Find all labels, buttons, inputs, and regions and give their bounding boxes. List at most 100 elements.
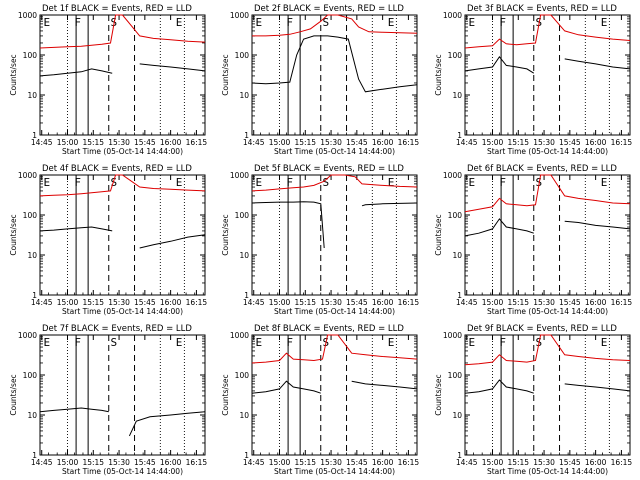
y-tick-label: 100 <box>448 371 463 380</box>
x-tick-label: 16:00 <box>372 298 394 307</box>
series-lld-line <box>251 174 418 192</box>
chart-title: Det 1f BLACK = Events, RED = LLD <box>42 4 192 14</box>
detector-panel-7: Det 7f BLACK = Events, RED = LLD 1 10 100 10… <box>9 324 207 476</box>
segment-marker: E <box>601 176 608 189</box>
x-tick-label: 15:30 <box>320 298 342 307</box>
segment-marker: E <box>468 16 475 29</box>
x-tick-label: 15:15 <box>294 138 316 147</box>
series-lld-line <box>464 14 631 49</box>
x-tick-label: 16:15 <box>611 138 633 147</box>
y-tick-label: 10 <box>452 251 462 260</box>
x-axis-label: Start Time (05-Oct-14 14:44:00) <box>62 467 183 476</box>
segment-marker: E <box>468 336 475 349</box>
chart-title: Det 6f BLACK = Events, RED = LLD <box>467 164 617 174</box>
y-axis-label: Counts/sec <box>434 374 443 415</box>
x-axis-label: Start Time (05-Oct-14 14:44:00) <box>487 467 608 476</box>
x-tick-label: 16:15 <box>611 298 633 307</box>
series-events-line <box>251 201 418 249</box>
y-tick-label: 1000 <box>230 171 249 180</box>
y-axis-label: Counts/sec <box>434 214 443 255</box>
series-lld-line <box>464 334 631 366</box>
y-tick-label: 1 <box>244 131 249 140</box>
series-lld-line <box>39 14 206 49</box>
y-tick-label: 100 <box>23 51 38 60</box>
segment-marker: F <box>74 176 81 189</box>
segment-marker: F <box>499 176 506 189</box>
y-tick-label: 1000 <box>443 171 462 180</box>
x-tick-label: 14:45 <box>31 298 53 307</box>
segment-marker: E <box>388 16 395 29</box>
y-tick-label: 100 <box>23 371 38 380</box>
y-tick-label: 10 <box>239 91 249 100</box>
x-tick-label: 16:15 <box>186 298 208 307</box>
segment-marker: E <box>255 16 262 29</box>
x-tick-label: 14:45 <box>243 298 265 307</box>
x-tick-label: 16:00 <box>160 298 182 307</box>
x-tick-label: 15:45 <box>134 298 156 307</box>
x-tick-label: 16:00 <box>585 298 607 307</box>
detector-panel-3: Det 3f BLACK = Events, RED = LLD 1 10 100 10… <box>434 4 632 156</box>
detector-panel-8: Det 8f BLACK = Events, RED = LLD 1 10 100 10… <box>221 324 419 476</box>
segment-marker: E <box>601 336 608 349</box>
detector-panel-2: Det 2f BLACK = Events, RED = LLD 1 10 100 10… <box>221 4 419 156</box>
x-tick-label: 15:15 <box>82 458 104 467</box>
x-tick-label: 14:45 <box>31 138 53 147</box>
detector-panel-1: Det 1f BLACK = Events, RED = LLD 1 10 100 10… <box>9 4 207 156</box>
x-tick-label: 15:00 <box>269 458 291 467</box>
x-axis-label: Start Time (05-Oct-14 14:44:00) <box>274 147 395 156</box>
segment-marker: E <box>43 16 50 29</box>
x-tick-label: 16:00 <box>160 138 182 147</box>
y-tick-label: 1000 <box>18 11 37 20</box>
x-tick-label: 16:15 <box>186 138 208 147</box>
x-tick-label: 15:15 <box>507 298 529 307</box>
x-tick-label: 15:45 <box>559 458 581 467</box>
x-tick-label: 15:45 <box>346 298 368 307</box>
series-lld-line <box>464 174 631 213</box>
plot-frame <box>39 174 206 296</box>
segment-marker: S <box>322 16 329 29</box>
segment-marker: S <box>322 176 329 189</box>
segment-marker: E <box>43 176 50 189</box>
x-tick-label: 15:00 <box>269 138 291 147</box>
series-events-line <box>251 35 418 93</box>
y-tick-label: 10 <box>452 411 462 420</box>
x-tick-label: 15:30 <box>533 298 555 307</box>
x-tick-label: 14:45 <box>31 458 53 467</box>
x-tick-label: 14:45 <box>456 298 478 307</box>
x-tick-label: 15:00 <box>57 458 79 467</box>
chart-title: Det 9f BLACK = Events, RED = LLD <box>467 324 617 334</box>
x-axis-label: Start Time (05-Oct-14 14:44:00) <box>274 307 395 316</box>
y-tick-label: 100 <box>448 51 463 60</box>
chart-title: Det 8f BLACK = Events, RED = LLD <box>254 324 404 334</box>
y-tick-label: 10 <box>27 251 37 260</box>
y-tick-label: 100 <box>235 371 250 380</box>
x-tick-label: 16:15 <box>398 138 420 147</box>
x-tick-label: 15:15 <box>82 138 104 147</box>
x-tick-label: 15:30 <box>533 138 555 147</box>
segment-marker: F <box>74 336 81 349</box>
x-tick-label: 16:15 <box>186 458 208 467</box>
y-tick-label: 100 <box>448 211 463 220</box>
x-tick-label: 14:45 <box>243 458 265 467</box>
y-axis-label: Counts/sec <box>9 374 18 415</box>
x-tick-label: 15:15 <box>82 298 104 307</box>
x-tick-label: 15:30 <box>533 458 555 467</box>
y-tick-label: 100 <box>235 51 250 60</box>
series-events-line <box>464 55 631 74</box>
x-tick-label: 15:45 <box>134 458 156 467</box>
plot-frame <box>39 14 206 136</box>
plot-frame <box>464 174 631 296</box>
series-events-line <box>251 380 418 394</box>
segment-marker: F <box>286 336 293 349</box>
detector-panel-6: Det 6f BLACK = Events, RED = LLD 1 10 100 10… <box>434 164 632 316</box>
y-tick-label: 1 <box>32 131 37 140</box>
x-tick-label: 16:00 <box>585 138 607 147</box>
x-axis-label: Start Time (05-Oct-14 14:44:00) <box>274 467 395 476</box>
x-tick-label: 15:00 <box>269 298 291 307</box>
segment-marker: F <box>74 16 81 29</box>
x-tick-label: 16:00 <box>160 458 182 467</box>
x-tick-label: 16:15 <box>398 298 420 307</box>
segment-marker: F <box>499 336 506 349</box>
x-axis-label: Start Time (05-Oct-14 14:44:00) <box>487 307 608 316</box>
